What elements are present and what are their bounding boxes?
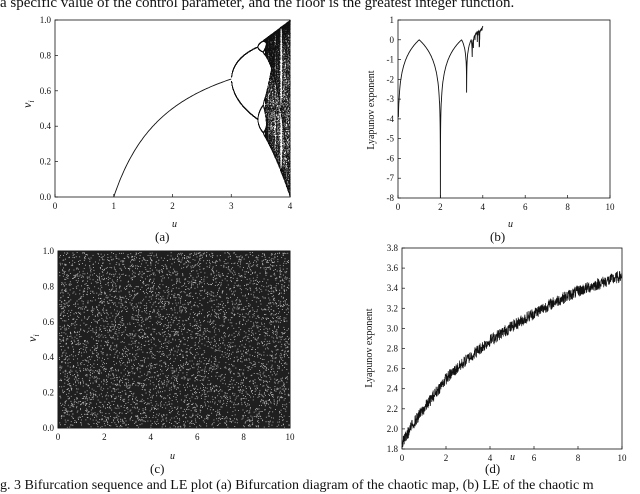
y-tick-label: 0.4 — [40, 121, 52, 131]
y-tick-label: -5 — [387, 134, 395, 144]
y-tick-label: -2 — [387, 74, 395, 84]
x-axis-label: u — [170, 451, 175, 462]
bifurcation-points — [231, 20, 290, 197]
x-tick-label: 10 — [618, 453, 628, 463]
x-tick-label: 4 — [481, 202, 486, 212]
y-tick-label: 0.2 — [43, 388, 54, 398]
y-tick-label: 0.2 — [40, 157, 51, 167]
chart-b: 0 2 4 6 8 10 -8 -7 -6 -5 -4 -3 -2 -1 0 1 (b)u Lyapunov ex… — [366, 15, 615, 244]
x-tick-label: 0 — [53, 201, 58, 211]
y-tick-label: 1.0 — [40, 15, 52, 25]
x-tick-label: 6 — [523, 202, 528, 212]
x-axis-label: u — [510, 452, 515, 463]
y-tick-label: -3 — [387, 94, 395, 104]
y-tick-label: 3.2 — [387, 303, 398, 313]
y-tick-label: 3.6 — [387, 263, 399, 273]
y-tick-label: 0.6 — [40, 86, 52, 96]
y-tick-label: 0 — [390, 35, 395, 45]
x-axis-label: u — [172, 219, 177, 230]
y-axis-label: vi — [25, 334, 41, 342]
y-tick-label: -4 — [387, 114, 395, 124]
y-tick-label: 3.0 — [387, 323, 399, 333]
y-tick-label: 2.6 — [387, 364, 399, 374]
lyapunov-line — [402, 271, 622, 447]
y-tick-label: 2.8 — [387, 344, 399, 354]
x-tick-label: 2 — [170, 201, 175, 211]
x-tick-label: 2 — [102, 432, 107, 442]
x-tick-label: 10 — [286, 432, 296, 442]
x-tick-label: 6 — [532, 453, 537, 463]
footer-caption: g. 3 Bifurcation sequence and LE plot (a… — [0, 478, 640, 494]
y-tick-label: 1 — [390, 15, 395, 25]
y-tick-label: -7 — [387, 173, 395, 183]
y-tick-label: 0.8 — [43, 281, 55, 291]
y-tick-label: 3.4 — [387, 283, 399, 293]
chart-c: 0 2 4 6 8 10 0.0 0.2 0.4 0.6 0.8 1.0 (c) u vi — [25, 246, 295, 476]
x-tick-label: 8 — [565, 202, 570, 212]
x-tick-label: 10 — [606, 202, 616, 212]
y-tick-label: -1 — [387, 55, 395, 65]
lyapunov-line — [398, 26, 482, 198]
plot-frame — [402, 248, 622, 449]
y-tick-label: 1.8 — [387, 444, 399, 454]
x-tick-label: 0 — [400, 453, 405, 463]
y-tick-label: -8 — [387, 193, 395, 203]
panel-label: (c) — [150, 461, 164, 476]
x-axis-label: u — [508, 219, 513, 230]
y-tick-label: 0.6 — [43, 317, 55, 327]
y-tick-label: 0.8 — [40, 50, 52, 60]
x-tick-label: 4 — [288, 201, 293, 211]
y-tick-label: 2.4 — [387, 384, 399, 394]
stable-branch — [114, 79, 232, 197]
y-tick-label: 0.0 — [43, 423, 55, 433]
y-axis-label: Lyapunov exponent — [366, 70, 377, 149]
x-tick-label: 8 — [241, 432, 246, 442]
y-tick-label: 3.8 — [387, 243, 399, 253]
y-tick-label: 0.0 — [40, 192, 52, 202]
x-tick-label: 2 — [444, 453, 449, 463]
y-tick-label: 1.0 — [43, 246, 55, 256]
panel-label: (d) — [485, 461, 500, 476]
x-tick-label: 8 — [576, 453, 581, 463]
y-axis-label: vi — [20, 100, 36, 108]
x-tick-label: 0 — [56, 432, 61, 442]
y-tick-label: 0.4 — [43, 352, 55, 362]
x-tick-label: 3 — [229, 201, 234, 211]
y-axis-label: Lyapunov exponent — [364, 308, 375, 387]
plot-frame — [398, 20, 610, 198]
x-tick-label: 4 — [149, 432, 154, 442]
x-tick-label: 2 — [438, 202, 443, 212]
y-tick-label: -6 — [387, 153, 395, 163]
y-tick-label: 2.0 — [387, 424, 399, 434]
x-tick-label: 0 — [396, 202, 401, 212]
panel-label: (a) — [155, 229, 169, 244]
chart-a: 0 1 2 3 4 0.0 0.2 0.4 0.6 0.8 1.0 (a)u vi — [20, 15, 293, 244]
x-tick-label: 1 — [112, 201, 117, 211]
y-tick-label: 2.2 — [387, 404, 398, 414]
x-tick-label: 6 — [195, 432, 200, 442]
panel-label: (b) — [490, 229, 505, 244]
